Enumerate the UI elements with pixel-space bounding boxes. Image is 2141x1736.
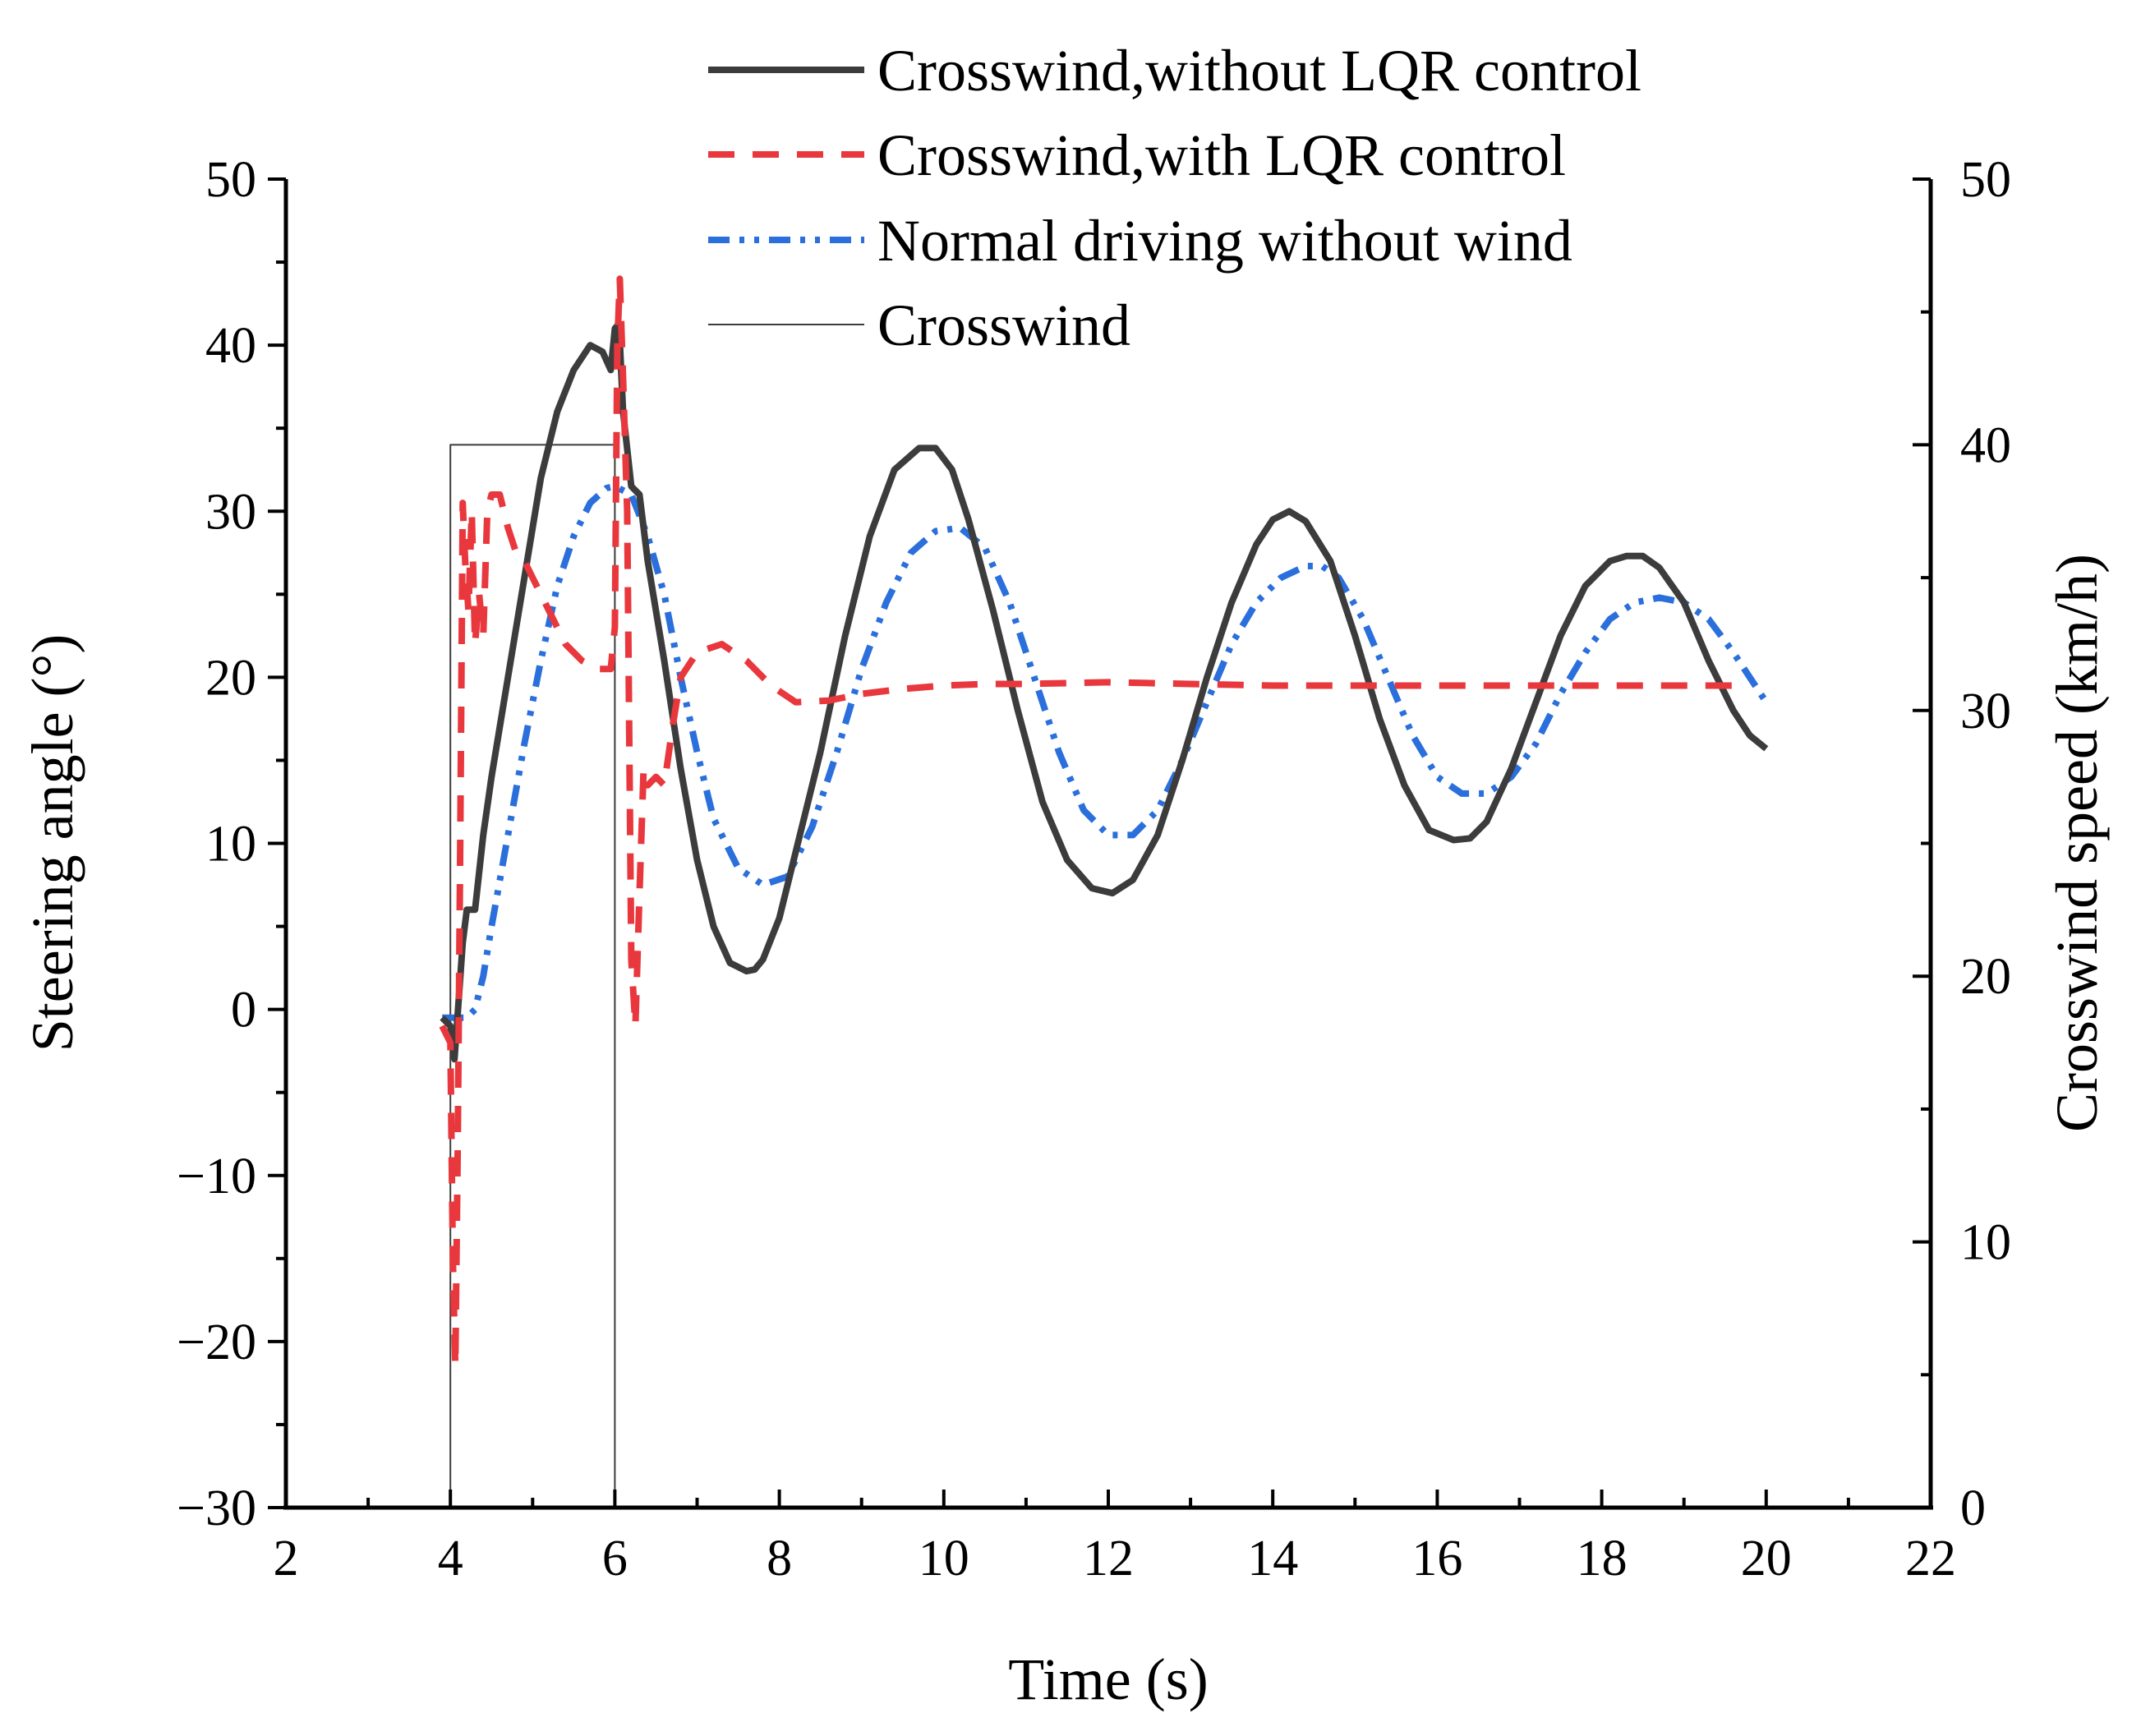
tick-labels: 2 4 6 8 10 12 14 16 18 20 22 −30 −20 −10 0 10 20 30 40 50 0 1… — [177, 152, 2011, 1586]
x-tick-label: 20 — [1741, 1531, 1792, 1586]
axes — [283, 179, 1933, 1510]
y2-tick-label: 50 — [1960, 152, 2011, 208]
y2-tick-label: 40 — [1960, 417, 2011, 473]
legend-label-normal-driving: Normal driving without wind — [877, 208, 1572, 274]
x-tick-label: 12 — [1083, 1531, 1134, 1586]
x-tick-label: 18 — [1577, 1531, 1628, 1586]
legend-label-without-lqr: Crosswind,without LQR control — [877, 38, 1641, 104]
series-line-crosswind — [449, 444, 1766, 1508]
x-tick-label: 16 — [1411, 1531, 1462, 1586]
y-tick-label: 10 — [205, 817, 256, 873]
legend-label-with-lqr: Crosswind,with LQR control — [877, 122, 1566, 188]
x-tick-label: 8 — [767, 1531, 792, 1586]
x-tick-label: 10 — [919, 1531, 969, 1586]
ticks — [268, 177, 1932, 1509]
y-tick-label: 30 — [205, 484, 256, 540]
series-line-crosswind-without-lqr-control — [440, 320, 1769, 1063]
y2-tick-label: 10 — [1960, 1215, 2011, 1271]
x-tick-label: 6 — [602, 1531, 628, 1586]
y2-axis-title: Crosswind speed (km/h) — [2044, 554, 2110, 1132]
y-tick-label: −30 — [177, 1480, 256, 1536]
y-tick-label: −10 — [177, 1149, 256, 1204]
y-axis-title: Steering angle (°) — [20, 634, 85, 1052]
y-tick-label: 0 — [231, 983, 256, 1038]
series-line-crosswind-with-lqr-control — [439, 275, 1750, 1370]
legend-label-crosswind: Crosswind — [877, 292, 1130, 358]
y-tick-label: 40 — [205, 318, 256, 374]
legend: Crosswind,without LQR control Crosswind,… — [708, 38, 1641, 358]
y2-tick-label: 0 — [1960, 1480, 1986, 1536]
x-tick-label: 2 — [274, 1531, 299, 1586]
y2-tick-label: 20 — [1960, 949, 2011, 1005]
y-tick-label: 50 — [205, 152, 256, 208]
y-tick-label: 20 — [205, 650, 256, 706]
y2-tick-label: 30 — [1960, 684, 2011, 739]
x-tick-label: 4 — [438, 1531, 463, 1586]
plot-series — [439, 275, 1770, 1508]
x-tick-label: 22 — [1905, 1531, 1956, 1586]
x-tick-label: 14 — [1247, 1531, 1298, 1586]
x-axis-title: Time (s) — [1008, 1646, 1208, 1712]
y-tick-label: −20 — [177, 1315, 256, 1370]
series-line-normal-driving-without-wind — [442, 482, 1770, 1021]
